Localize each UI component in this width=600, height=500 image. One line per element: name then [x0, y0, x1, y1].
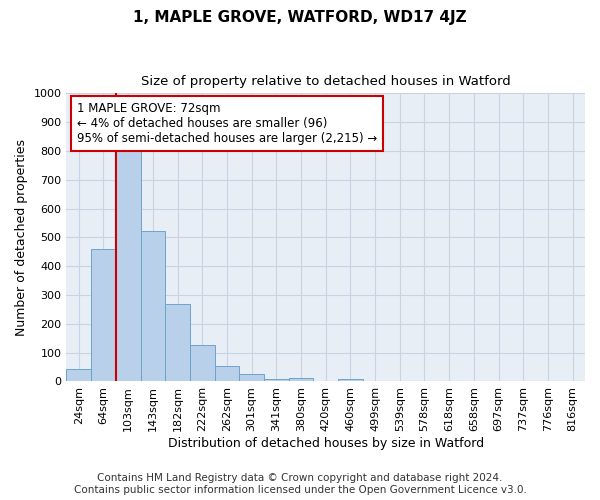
Bar [289, 378, 313, 382]
Title: Size of property relative to detached houses in Watford: Size of property relative to detached ho… [141, 75, 511, 88]
Bar [165, 304, 190, 382]
Bar [91, 249, 116, 382]
Y-axis label: Number of detached properties: Number of detached properties [15, 139, 28, 336]
Text: 1 MAPLE GROVE: 72sqm
← 4% of detached houses are smaller (96)
95% of semi-detach: 1 MAPLE GROVE: 72sqm ← 4% of detached ho… [77, 102, 377, 145]
X-axis label: Distribution of detached houses by size in Watford: Distribution of detached houses by size … [167, 437, 484, 450]
Bar [190, 346, 215, 382]
Bar [215, 366, 239, 382]
Bar [67, 370, 91, 382]
Bar [116, 147, 140, 382]
Text: 1, MAPLE GROVE, WATFORD, WD17 4JZ: 1, MAPLE GROVE, WATFORD, WD17 4JZ [133, 10, 467, 25]
Bar [239, 374, 264, 382]
Bar [140, 231, 165, 382]
Text: Contains HM Land Registry data © Crown copyright and database right 2024.
Contai: Contains HM Land Registry data © Crown c… [74, 474, 526, 495]
Bar [338, 378, 363, 382]
Bar [264, 378, 289, 382]
